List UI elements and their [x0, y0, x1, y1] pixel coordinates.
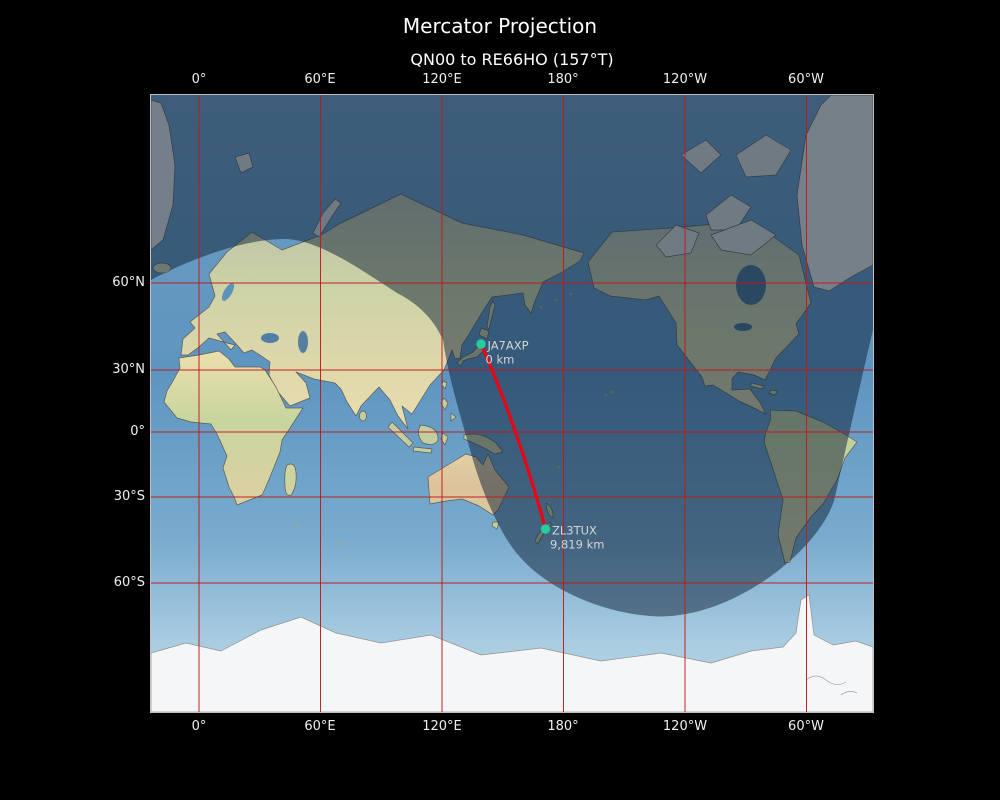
station-marker-ja7axp: JA7AXP 0 km	[476, 339, 529, 367]
axis-tick-top-0: 0°	[191, 72, 207, 87]
caspian-sea	[298, 331, 308, 353]
axis-tick-bottom-0: 0°	[191, 719, 207, 734]
station-distance: 0 km	[486, 353, 515, 367]
axis-tick-lat-1: 30°N	[112, 362, 145, 377]
subtitle: QN00 to RE66HO (157°T)	[410, 50, 614, 69]
axis-tick-top-4: 120°W	[662, 72, 708, 87]
station-dot	[540, 524, 551, 534]
axis-tick-lat-4: 60°S	[113, 575, 145, 590]
axis-tick-top-5: 60°W	[788, 72, 824, 87]
axis-tick-bottom-3: 180°	[547, 719, 579, 734]
world-map: JA7AXP 0 km ZL3TUX 9,819 km	[151, 95, 873, 712]
axis-tick-lat-0: 60°N	[112, 275, 145, 290]
axis-tick-bottom-5: 60°W	[788, 719, 824, 734]
axis-tick-top-3: 180°	[547, 72, 579, 87]
great-circle-path	[479, 342, 548, 531]
landmass-antarctica	[151, 594, 873, 712]
axis-tick-bottom-1: 60°E	[304, 719, 336, 734]
graticule	[151, 95, 873, 712]
axis-tick-top-2: 120°E	[422, 72, 462, 87]
axis-tick-bottom-4: 120°W	[662, 719, 708, 734]
axis-tick-lat-3: 30°S	[113, 489, 145, 504]
map-canvas: JA7AXP 0 km ZL3TUX 9,819 km	[151, 95, 873, 712]
baltic-sea	[221, 283, 235, 301]
ice-shelf-edges	[805, 675, 858, 696]
axis-tick-lat-2: 0°	[130, 424, 145, 439]
axis-tick-top-1: 60°E	[304, 72, 336, 87]
landmass-madagascar	[284, 463, 297, 496]
black-sea	[261, 333, 279, 343]
page-title: Mercator Projection	[402, 14, 598, 38]
station-distance: 9,819 km	[550, 538, 604, 552]
station-callsign: JA7AXP	[487, 339, 529, 353]
station-marker-zl3tux: ZL3TUX 9,819 km	[540, 524, 604, 552]
landmass-tasmania	[491, 521, 500, 530]
landmass-sri-lanka	[359, 410, 367, 422]
station-dot	[476, 339, 486, 349]
station-callsign: ZL3TUX	[552, 524, 597, 538]
night-terminator-overlay	[151, 95, 873, 617]
axis-tick-bottom-2: 120°E	[422, 719, 462, 734]
